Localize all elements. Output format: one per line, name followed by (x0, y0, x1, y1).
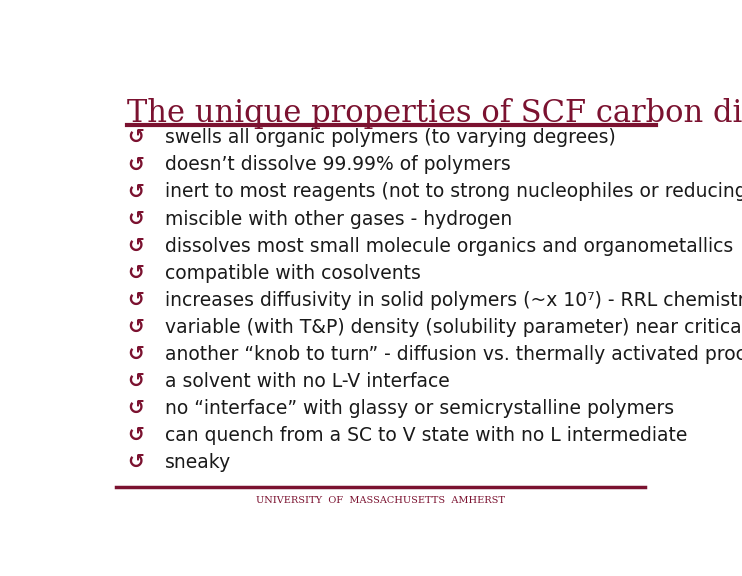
Text: another “knob to turn” - diffusion vs. thermally activated processes: another “knob to turn” - diffusion vs. t… (165, 345, 742, 364)
Text: variable (with T&P) density (solubility parameter) near critical point: variable (with T&P) density (solubility … (165, 318, 742, 337)
Text: ↺: ↺ (128, 237, 144, 256)
Text: ↺: ↺ (128, 318, 144, 337)
Text: no “interface” with glassy or semicrystalline polymers: no “interface” with glassy or semicrysta… (165, 399, 674, 418)
Text: miscible with other gases - hydrogen: miscible with other gases - hydrogen (165, 210, 512, 229)
Text: ↺: ↺ (128, 453, 144, 472)
Text: doesn’t dissolve 99.99% of polymers: doesn’t dissolve 99.99% of polymers (165, 156, 510, 175)
Text: dissolves most small molecule organics and organometallics: dissolves most small molecule organics a… (165, 237, 733, 256)
Text: ↺: ↺ (128, 128, 144, 147)
Text: ↺: ↺ (128, 372, 144, 391)
Text: compatible with cosolvents: compatible with cosolvents (165, 264, 421, 283)
Text: ↺: ↺ (128, 210, 144, 229)
Text: increases diffusivity in solid polymers (~x 10⁷) - RRL chemistry: increases diffusivity in solid polymers … (165, 291, 742, 310)
Text: ↺: ↺ (128, 399, 144, 418)
Text: can quench from a SC to V state with no L intermediate: can quench from a SC to V state with no … (165, 426, 687, 445)
Text: ↺: ↺ (128, 264, 144, 283)
Text: a solvent with no L-V interface: a solvent with no L-V interface (165, 372, 450, 391)
Text: UNIVERSITY  OF  MASSACHUSETTS  AMHERST: UNIVERSITY OF MASSACHUSETTS AMHERST (256, 496, 505, 505)
Text: The unique properties of SCF carbon dioxide: The unique properties of SCF carbon diox… (128, 98, 742, 129)
Text: ↺: ↺ (128, 426, 144, 445)
Text: sneaky: sneaky (165, 453, 231, 472)
Text: swells all organic polymers (to varying degrees): swells all organic polymers (to varying … (165, 128, 615, 147)
Text: ↺: ↺ (128, 156, 144, 175)
Text: ↺: ↺ (128, 291, 144, 310)
Text: ↺: ↺ (128, 345, 144, 364)
Text: ↺: ↺ (128, 183, 144, 202)
Text: inert to most reagents (not to strong nucleophiles or reducing agents): inert to most reagents (not to strong nu… (165, 183, 742, 202)
